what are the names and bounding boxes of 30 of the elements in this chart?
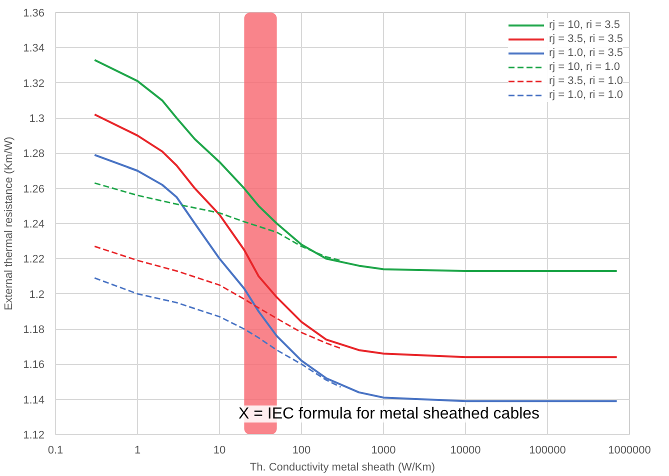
x-tick-label: 10 bbox=[213, 444, 226, 456]
x-tick-label: 100 bbox=[292, 444, 311, 456]
y-tick-label: 1.3 bbox=[29, 113, 45, 125]
x-tick-label: 1000 bbox=[371, 444, 396, 456]
x-tick-label: 0.1 bbox=[48, 444, 64, 456]
legend-label: rj = 10, ri = 1.0 bbox=[549, 60, 620, 74]
y-tick-label: 1.14 bbox=[23, 394, 45, 406]
y-tick-label: 1.2 bbox=[29, 288, 45, 301]
x-axis-title: Th. Conductivity metal sheath (W/Km) bbox=[250, 462, 436, 474]
y-tick-label: 1.26 bbox=[23, 183, 45, 196]
annotation: X = IEC formula for metal sheathed cables bbox=[238, 406, 540, 422]
x-tick-label: 100000 bbox=[529, 444, 566, 456]
x-tick-label: 1000000 bbox=[608, 444, 651, 456]
y-tick-label: 1.12 bbox=[23, 430, 45, 442]
y-tick-label: 1.28 bbox=[23, 148, 45, 160]
legend-label: rj = 10, ri = 3.5 bbox=[549, 18, 620, 32]
legend-label: rj = 1.0, ri = 3.5 bbox=[549, 46, 623, 60]
y-tick-label: 1.24 bbox=[23, 218, 45, 230]
legend-label: rj = 1.0, ri = 1.0 bbox=[549, 88, 623, 102]
y-tick-label: 1.34 bbox=[23, 42, 45, 55]
y-tick-label: 1.16 bbox=[23, 359, 45, 372]
y-tick-label: 1.36 bbox=[23, 8, 45, 20]
x-tick-label: 1 bbox=[134, 444, 141, 456]
y-tick-label: 1.22 bbox=[23, 254, 45, 266]
y-tick-label: 1.18 bbox=[23, 324, 45, 336]
y-axis-title: External thermal resistance (Km/W) bbox=[3, 136, 16, 310]
y-tick-label: 1.32 bbox=[23, 78, 45, 90]
x-tick-label: 10000 bbox=[450, 444, 481, 456]
legend-label: rj = 3.5, ri = 1.0 bbox=[549, 74, 623, 88]
legend-label: rj = 3.5, ri = 3.5 bbox=[549, 32, 623, 46]
